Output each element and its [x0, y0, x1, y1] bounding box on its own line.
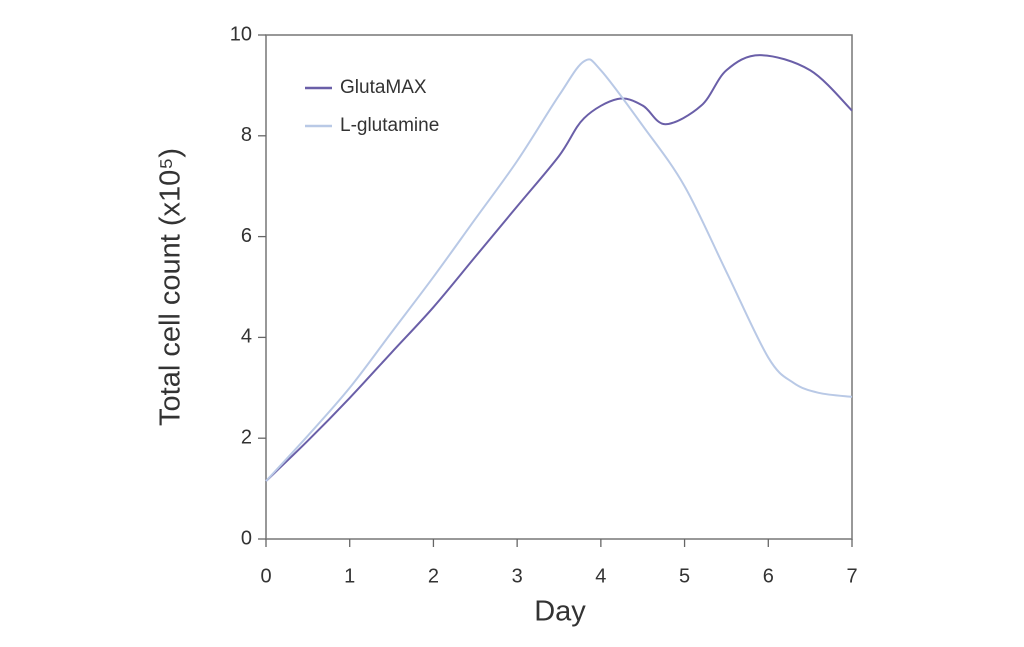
y-tick-label: 8: [241, 124, 252, 146]
x-tick-label: 0: [260, 565, 271, 587]
x-tick-label: 6: [763, 565, 774, 587]
x-tick-label: 1: [344, 565, 355, 587]
y-tick-label: 2: [241, 426, 252, 448]
y-tick-label: 10: [230, 23, 252, 45]
legend-label: GlutaMAX: [340, 77, 427, 98]
line: [265, 58, 853, 482]
x-tick-label: 3: [512, 565, 523, 587]
y-tick-label: 6: [241, 225, 252, 247]
y-tick-label: 4: [241, 326, 252, 348]
legend-label: L-glutamine: [340, 115, 439, 136]
line: [265, 54, 853, 482]
y-tick-label: 0: [241, 527, 252, 549]
x-tick-label: 2: [428, 565, 439, 587]
x-axis-label: Day: [534, 596, 586, 628]
x-tick-label: 7: [846, 565, 857, 587]
y-axis-label: Total cell count (x10⁵): [155, 148, 187, 426]
x-tick-label: 5: [679, 565, 690, 587]
x-tick-label: 4: [595, 565, 606, 587]
plot-frame: [265, 34, 853, 540]
